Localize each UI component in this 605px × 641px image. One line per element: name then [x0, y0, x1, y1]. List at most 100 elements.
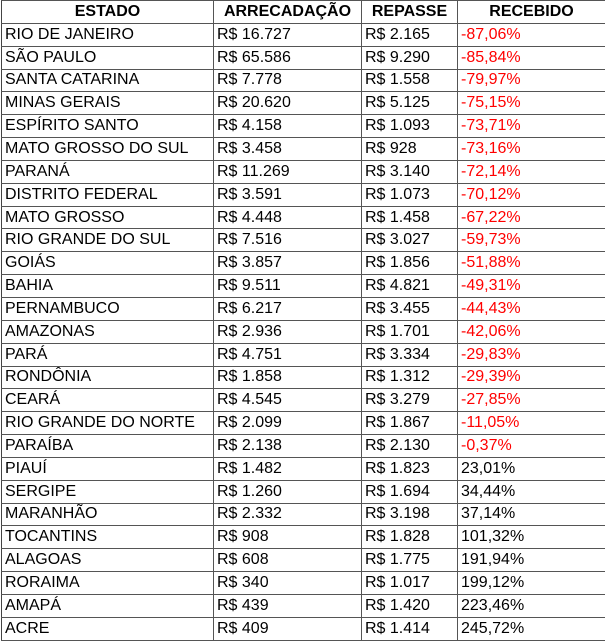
cell-arrecadacao: R$ 20.620 — [214, 92, 362, 115]
cell-estado: ACRE — [2, 617, 214, 640]
cell-repasse: R$ 1.414 — [362, 617, 458, 640]
cell-recebido: 245,72% — [458, 617, 605, 640]
cell-repasse: R$ 1.823 — [362, 457, 458, 480]
cell-recebido: -29,83% — [458, 343, 605, 366]
cell-repasse: R$ 1.558 — [362, 69, 458, 92]
cell-repasse: R$ 4.821 — [362, 275, 458, 298]
cell-recebido: -72,14% — [458, 160, 605, 183]
header-recebido: RECEBIDO — [458, 1, 605, 24]
cell-arrecadacao: R$ 2.936 — [214, 320, 362, 343]
cell-recebido: -11,05% — [458, 412, 605, 435]
cell-arrecadacao: R$ 2.332 — [214, 503, 362, 526]
cell-repasse: R$ 2.165 — [362, 23, 458, 46]
cell-estado: DISTRITO FEDERAL — [2, 183, 214, 206]
header-arrecadacao: ARRECADAÇÃO — [214, 1, 362, 24]
cell-arrecadacao: R$ 409 — [214, 617, 362, 640]
cell-repasse: R$ 1.828 — [362, 526, 458, 549]
cell-arrecadacao: R$ 4.751 — [214, 343, 362, 366]
cell-repasse: R$ 3.027 — [362, 229, 458, 252]
cell-estado: PERNAMBUCO — [2, 297, 214, 320]
cell-estado: SERGIPE — [2, 480, 214, 503]
cell-arrecadacao: R$ 4.158 — [214, 115, 362, 138]
cell-recebido: -42,06% — [458, 320, 605, 343]
cell-recebido: -49,31% — [458, 275, 605, 298]
cell-arrecadacao: R$ 65.586 — [214, 46, 362, 69]
cell-estado: PARAÍBA — [2, 435, 214, 458]
cell-estado: MINAS GERAIS — [2, 92, 214, 115]
cell-arrecadacao: R$ 1.482 — [214, 457, 362, 480]
cell-recebido: -29,39% — [458, 366, 605, 389]
cell-recebido: -44,43% — [458, 297, 605, 320]
cell-estado: RONDÔNIA — [2, 366, 214, 389]
cell-estado: ALAGOAS — [2, 549, 214, 572]
cell-arrecadacao: R$ 16.727 — [214, 23, 362, 46]
cell-arrecadacao: R$ 2.099 — [214, 412, 362, 435]
cell-estado: RIO GRANDE DO NORTE — [2, 412, 214, 435]
cell-arrecadacao: R$ 2.138 — [214, 435, 362, 458]
cell-repasse: R$ 1.694 — [362, 480, 458, 503]
cell-arrecadacao: R$ 608 — [214, 549, 362, 572]
cell-repasse: R$ 3.455 — [362, 297, 458, 320]
cell-arrecadacao: R$ 6.217 — [214, 297, 362, 320]
cell-recebido: -73,16% — [458, 138, 605, 161]
cell-estado: MATO GROSSO DO SUL — [2, 138, 214, 161]
cell-repasse: R$ 1.073 — [362, 183, 458, 206]
cell-repasse: R$ 1.867 — [362, 412, 458, 435]
cell-repasse: R$ 3.334 — [362, 343, 458, 366]
cell-recebido: 34,44% — [458, 480, 605, 503]
cell-recebido: -27,85% — [458, 389, 605, 412]
cell-repasse: R$ 3.279 — [362, 389, 458, 412]
cell-arrecadacao: R$ 7.778 — [214, 69, 362, 92]
cell-arrecadacao: R$ 908 — [214, 526, 362, 549]
cell-repasse: R$ 1.017 — [362, 572, 458, 595]
cell-repasse: R$ 928 — [362, 138, 458, 161]
cell-recebido: -87,06% — [458, 23, 605, 46]
cell-estado: PARÁ — [2, 343, 214, 366]
cell-estado: SANTA CATARINA — [2, 69, 214, 92]
cell-estado: ESPÍRITO SANTO — [2, 115, 214, 138]
cell-arrecadacao: R$ 1.260 — [214, 480, 362, 503]
cell-repasse: R$ 1.312 — [362, 366, 458, 389]
cell-estado: CEARÁ — [2, 389, 214, 412]
cell-estado: RORAIMA — [2, 572, 214, 595]
cell-recebido: -85,84% — [458, 46, 605, 69]
cell-repasse: R$ 1.775 — [362, 549, 458, 572]
cell-recebido: -70,12% — [458, 183, 605, 206]
cell-recebido: -0,37% — [458, 435, 605, 458]
cell-repasse: R$ 1.458 — [362, 206, 458, 229]
cell-estado: AMAPÁ — [2, 594, 214, 617]
cell-arrecadacao: R$ 3.458 — [214, 138, 362, 161]
header-repasse: REPASSE — [362, 1, 458, 24]
cell-recebido: -73,71% — [458, 115, 605, 138]
cell-repasse: R$ 1.701 — [362, 320, 458, 343]
cell-estado: RIO GRANDE DO SUL — [2, 229, 214, 252]
cell-recebido: -75,15% — [458, 92, 605, 115]
cell-estado: MARANHÃO — [2, 503, 214, 526]
cell-estado: PIAUÍ — [2, 457, 214, 480]
cell-repasse: R$ 9.290 — [362, 46, 458, 69]
cell-recebido: 37,14% — [458, 503, 605, 526]
cell-recebido: -79,97% — [458, 69, 605, 92]
cell-arrecadacao: R$ 439 — [214, 594, 362, 617]
cell-recebido: -67,22% — [458, 206, 605, 229]
cell-estado: SÃO PAULO — [2, 46, 214, 69]
cell-repasse: R$ 1.856 — [362, 252, 458, 275]
